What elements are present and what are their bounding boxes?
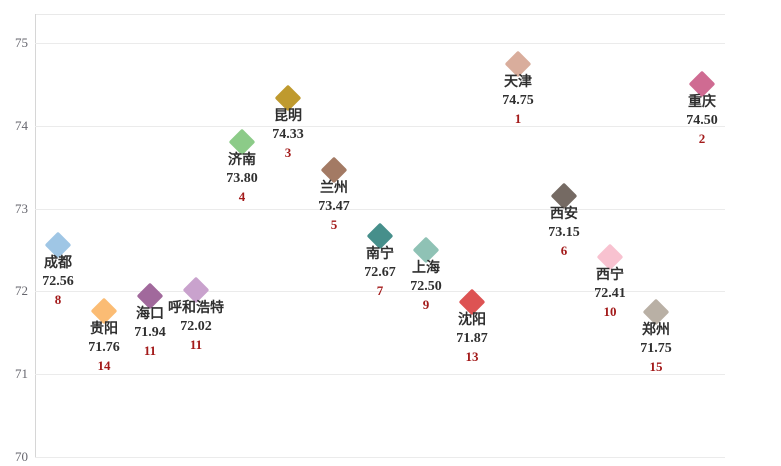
gridline [35, 126, 725, 127]
point-value-label: 73.80 [226, 171, 258, 186]
gridline [35, 457, 725, 458]
point-city-label: 重庆 [688, 95, 716, 110]
point-city-label: 成都 [44, 256, 72, 271]
point-city-label: 沈阳 [458, 313, 486, 328]
point-city-label: 贵阳 [90, 322, 118, 337]
point-rank-label: 9 [422, 297, 430, 312]
point-rank-label: 5 [330, 217, 338, 232]
point-city-label: 昆明 [274, 109, 302, 124]
point-city-label: 南宁 [366, 247, 394, 262]
point-value-label: 73.15 [548, 225, 580, 240]
point-city-label: 济南 [228, 153, 256, 168]
point-city-label: 西宁 [596, 268, 624, 283]
point-value-label: 73.47 [318, 199, 350, 214]
point-city-label: 天津 [504, 75, 532, 90]
point-value-label: 72.50 [410, 279, 442, 294]
point-rank-label: 3 [284, 145, 292, 160]
gridline [35, 209, 725, 210]
y-axis-tick-label: 70 [15, 449, 28, 464]
point-rank-label: 13 [465, 349, 479, 364]
point-value-label: 72.41 [594, 286, 626, 301]
point-city-label: 海口 [136, 307, 164, 322]
point-value-label: 72.56 [42, 274, 74, 289]
point-rank-label: 15 [649, 359, 663, 374]
point-rank-label: 4 [238, 189, 246, 204]
y-axis-tick-label: 71 [15, 366, 28, 381]
point-city-label: 呼和浩特 [168, 301, 224, 316]
point-rank-label: 2 [698, 131, 706, 146]
point-value-label: 74.75 [502, 93, 534, 108]
point-value-label: 71.75 [640, 341, 672, 356]
point-value-label: 74.33 [272, 127, 304, 142]
gridline [35, 43, 725, 44]
gridline [35, 374, 725, 375]
point-value-label: 71.87 [456, 331, 488, 346]
point-rank-label: 11 [143, 343, 157, 358]
point-rank-label: 8 [54, 292, 62, 307]
point-city-label: 上海 [412, 261, 440, 276]
point-city-label: 西安 [550, 207, 578, 222]
point-city-label: 郑州 [642, 323, 670, 338]
point-value-label: 71.94 [134, 325, 166, 340]
point-value-label: 74.50 [686, 113, 718, 128]
y-axis-tick-label: 74 [15, 118, 28, 133]
y-axis-tick-label: 75 [15, 35, 28, 50]
plot-top-border [35, 14, 725, 15]
point-rank-label: 6 [560, 243, 568, 258]
y-axis-tick-label: 72 [15, 283, 28, 298]
point-city-label: 兰州 [320, 181, 348, 196]
point-rank-label: 14 [97, 358, 111, 373]
y-axis-line [35, 14, 36, 457]
y-axis-tick-label: 73 [15, 201, 28, 216]
point-value-label: 71.76 [88, 340, 120, 355]
point-value-label: 72.67 [364, 265, 396, 280]
point-value-label: 72.02 [180, 319, 212, 334]
point-rank-label: 10 [603, 304, 617, 319]
point-rank-label: 11 [189, 337, 203, 352]
point-rank-label: 1 [514, 111, 522, 126]
point-rank-label: 7 [376, 283, 384, 298]
gridline [35, 291, 725, 292]
